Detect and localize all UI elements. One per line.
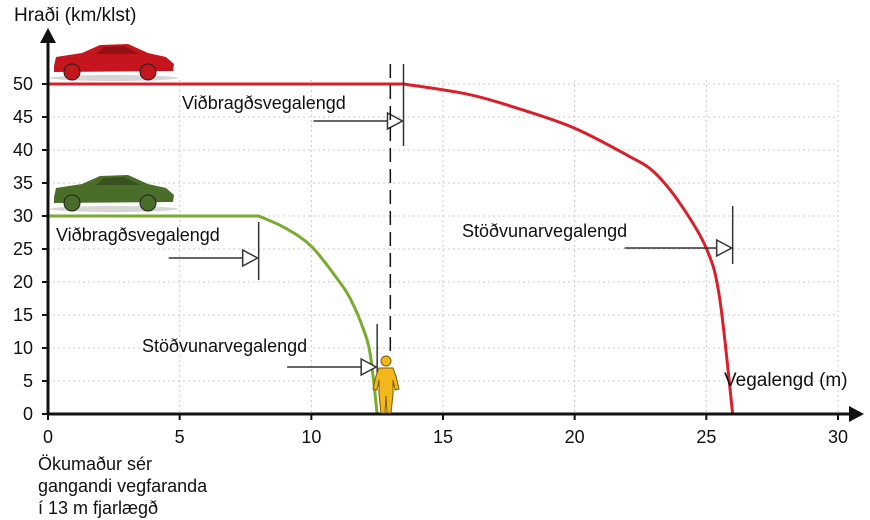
x-tick-label: 10 <box>301 427 321 447</box>
red-reaction-label: Viðbragðsvegalengd <box>182 93 346 113</box>
marks <box>48 64 735 415</box>
y-tick-label: 50 <box>13 74 33 94</box>
y-tick-label: 10 <box>13 338 33 358</box>
y-axis-arrow-icon <box>40 28 56 43</box>
y-tick-label: 20 <box>13 272 33 292</box>
y-tick-label: 45 <box>13 107 33 127</box>
caption-line-2: gangandi vegfaranda <box>38 476 208 496</box>
y-axis-title: Hraði (km/klst) <box>14 5 136 26</box>
caption-line-3: í 13 m fjarlægð <box>38 498 158 518</box>
y-tick-label: 30 <box>13 206 33 226</box>
x-tick-label: 25 <box>696 427 716 447</box>
red-stopping-label: Stöðvunarvegalengd <box>462 221 627 241</box>
red-car-icon <box>50 44 178 81</box>
green-stopping-marker-arrow-icon <box>360 357 378 377</box>
red-stopping-marker-arrow-icon <box>715 238 734 258</box>
x-tick-label: 20 <box>565 427 585 447</box>
red-speed-curve <box>48 82 735 415</box>
y-tick-label: 25 <box>13 239 33 259</box>
x-axis-arrow-icon <box>849 406 864 422</box>
x-tick-label: 30 <box>828 427 848 447</box>
green-car-icon <box>50 175 178 212</box>
green-stopping-label: Stöðvunarvegalengd <box>142 336 307 356</box>
x-tick-label: 5 <box>175 427 185 447</box>
y-tick-label: 35 <box>13 173 33 193</box>
y-tick-label: 5 <box>23 371 33 391</box>
x-axis-title: Vegalengd (m) <box>724 370 848 391</box>
pedestrian-icon <box>372 355 400 414</box>
y-tick-label: 15 <box>13 305 33 325</box>
y-tick-label: 40 <box>13 140 33 160</box>
y-tick-label: 0 <box>23 404 33 424</box>
axes <box>40 28 864 422</box>
labels: 0 5 10 15 20 25 30 0 5 10 15 20 25 30 35 40 45 50 <box>13 74 848 447</box>
green-speed-curve <box>48 214 379 415</box>
green-reaction-marker-arrow-icon <box>241 248 260 268</box>
green-reaction-label: Viðbragðsvegalengd <box>56 225 220 245</box>
caption-line-1: Ökumaður sér <box>38 454 152 474</box>
red-reaction-marker-arrow-icon <box>386 111 405 131</box>
x-tick-label: 0 <box>43 427 53 447</box>
x-tick-label: 15 <box>433 427 453 447</box>
